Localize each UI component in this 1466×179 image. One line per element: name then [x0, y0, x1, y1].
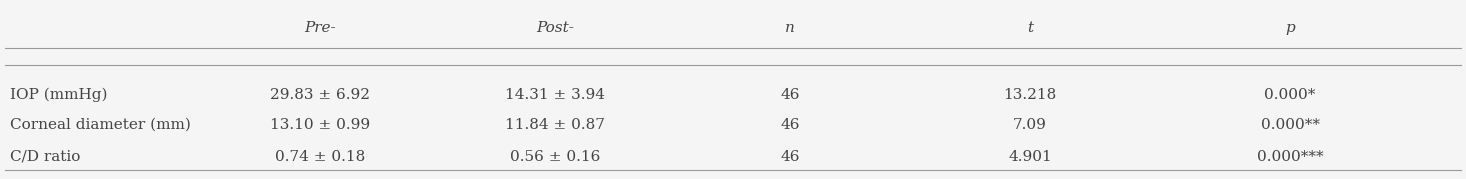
Text: 11.84 ± 0.87: 11.84 ± 0.87 [506, 118, 605, 132]
Text: 0.000*: 0.000* [1264, 88, 1315, 102]
Text: 14.31 ± 3.94: 14.31 ± 3.94 [504, 88, 605, 102]
Text: IOP (mmHg): IOP (mmHg) [10, 88, 107, 102]
Text: Post-: Post- [537, 21, 573, 35]
Text: Corneal diameter (mm): Corneal diameter (mm) [10, 118, 191, 132]
Text: 0.74 ± 0.18: 0.74 ± 0.18 [276, 150, 365, 164]
Text: p: p [1286, 21, 1294, 35]
Text: 0.000**: 0.000** [1261, 118, 1319, 132]
Text: 46: 46 [780, 88, 800, 102]
Text: 0.000***: 0.000*** [1256, 150, 1324, 164]
Text: n: n [786, 21, 795, 35]
Text: 46: 46 [780, 150, 800, 164]
Text: 0.56 ± 0.16: 0.56 ± 0.16 [510, 150, 600, 164]
Text: 7.09: 7.09 [1013, 118, 1047, 132]
Text: t: t [1028, 21, 1034, 35]
Text: 29.83 ± 6.92: 29.83 ± 6.92 [270, 88, 369, 102]
Text: 4.901: 4.901 [1009, 150, 1053, 164]
Text: C/D ratio: C/D ratio [10, 150, 81, 164]
Text: Pre-: Pre- [303, 21, 336, 35]
Text: 13.218: 13.218 [1003, 88, 1057, 102]
Text: 46: 46 [780, 118, 800, 132]
Text: 13.10 ± 0.99: 13.10 ± 0.99 [270, 118, 369, 132]
